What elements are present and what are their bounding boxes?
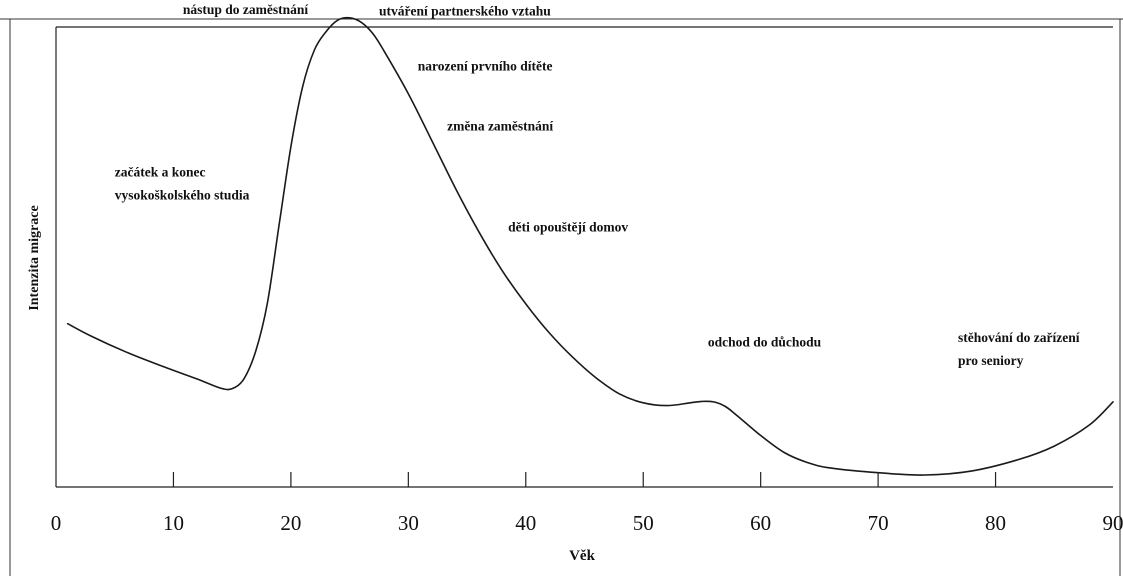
x-axis-label: Věk — [569, 548, 595, 564]
annotation-3: utváření partnerského vztahu — [379, 4, 551, 19]
annotation-9: pro seniory — [958, 353, 1024, 368]
x-tick-label-80: 80 — [985, 511, 1006, 535]
x-tick-label-10: 10 — [163, 511, 184, 535]
annotation-1: vysokoškolského studia — [115, 188, 250, 203]
annotation-4: narození prvního dítěte — [418, 59, 553, 74]
annotation-2: nástup do zaměstnání — [183, 2, 309, 17]
annotation-0: začátek a konec — [115, 165, 206, 180]
x-tick-label-50: 50 — [633, 511, 654, 535]
x-tick-label-20: 20 — [280, 511, 301, 535]
x-tick-labels: 0 10 20 30 40 50 60 70 80 90 — [51, 511, 1123, 535]
annotation-7: odchod do důchodu — [708, 335, 822, 350]
x-tick-label-90: 90 — [1103, 511, 1123, 535]
y-axis-label: Intenzita migrace — [27, 205, 42, 310]
x-tick-label-0: 0 — [51, 511, 62, 535]
x-ticks — [172, 472, 997, 487]
x-tick-label-70: 70 — [868, 511, 889, 535]
life-event-annotations: začátek a konec vysokoškolského studia nás… — [115, 2, 1080, 368]
x-tick-label-40: 40 — [515, 511, 536, 535]
migration-intensity-line — [66, 16, 1114, 476]
x-tick-label-60: 60 — [750, 511, 771, 535]
annotation-8: stěhování do zařízení — [958, 330, 1080, 345]
annotation-5: změna zaměstnání — [447, 119, 553, 134]
x-tick-label-30: 30 — [398, 511, 419, 535]
annotation-6: děti opouštějí domov — [508, 220, 628, 235]
